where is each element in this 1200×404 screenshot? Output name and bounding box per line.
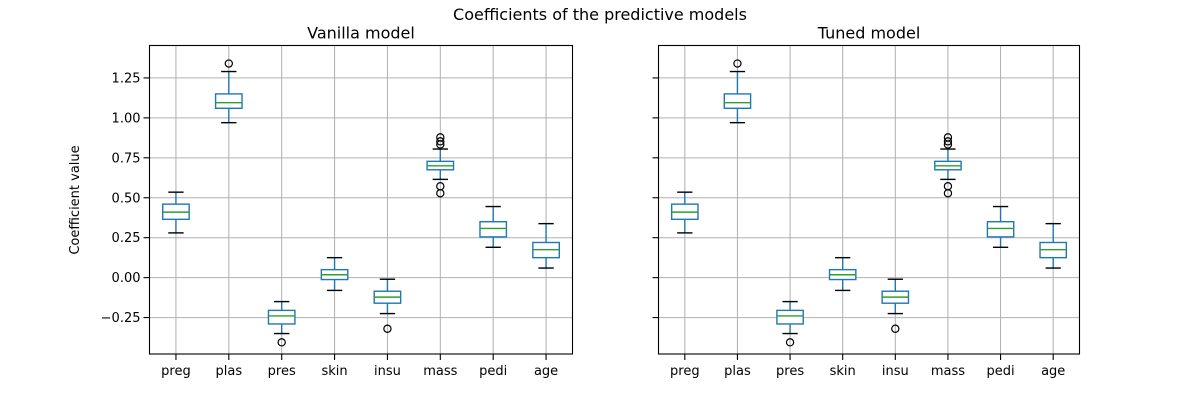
- y-tick-label: −0.25: [101, 311, 141, 326]
- flier-circle: [224, 59, 234, 68]
- x-tick-label: pedi: [987, 364, 1015, 379]
- flier-circle: [383, 324, 392, 333]
- axes-border: [657, 44, 1081, 355]
- box-pres: [267, 309, 296, 325]
- x-tick-label: pres: [268, 364, 296, 379]
- flier-circle: [277, 338, 286, 347]
- flier-circle: [943, 137, 953, 146]
- box-pedi: [986, 221, 1015, 238]
- x-tick-label: insu: [374, 364, 401, 379]
- subplot-1: preg plas pres skin insu mass pedi age: [652, 44, 1081, 379]
- x-tick-label: preg: [670, 364, 700, 379]
- flier-circle: [733, 59, 742, 68]
- box-pres: [776, 309, 804, 325]
- y-tick-label: 0.00: [112, 271, 141, 286]
- x-tick-label: preg: [161, 364, 191, 379]
- flier-circle: [891, 324, 900, 333]
- axes-border: [148, 44, 574, 355]
- x-tick-label: plas: [724, 364, 751, 379]
- x-tick-label: skin: [321, 364, 347, 379]
- y-tick-label: 0.75: [112, 151, 141, 166]
- box-pedi: [479, 221, 508, 238]
- x-tick-label: plas: [216, 364, 243, 379]
- x-tick-label: skin: [830, 364, 856, 379]
- box-plas: [214, 93, 243, 109]
- flier-circle: [436, 137, 445, 146]
- figure-title: Coefficients of the predictive models: [453, 5, 747, 24]
- y-tick-label: 0.50: [112, 191, 141, 206]
- y-tick-label: 1.25: [112, 71, 141, 86]
- subplot-title-tuned: Tuned model: [817, 24, 921, 43]
- flier-circle: [943, 140, 953, 149]
- subplot-title-vanilla: Vanilla model: [307, 24, 415, 43]
- y-tick-label: 1.00: [112, 111, 141, 126]
- y-tick-label: 0.25: [112, 231, 141, 246]
- x-tick-label: pres: [776, 364, 804, 379]
- x-tick-label: mass: [423, 364, 457, 379]
- x-tick-label: age: [534, 364, 558, 379]
- flier-circle: [436, 189, 445, 198]
- x-tick-label: age: [1041, 364, 1065, 379]
- box-plas: [723, 93, 752, 109]
- flier-circle: [436, 140, 445, 149]
- y-axis-label: Coefficient value: [68, 145, 83, 254]
- x-tick-label: insu: [882, 364, 909, 379]
- x-tick-label: pedi: [479, 364, 507, 379]
- flier-circle: [785, 338, 795, 347]
- x-tick-label: mass: [931, 364, 965, 379]
- subplot-0: −0.25 0.00 0.25 0.50 0.75 1.00 1.25 preg plas pre…: [101, 44, 574, 379]
- flier-circle: [943, 189, 953, 198]
